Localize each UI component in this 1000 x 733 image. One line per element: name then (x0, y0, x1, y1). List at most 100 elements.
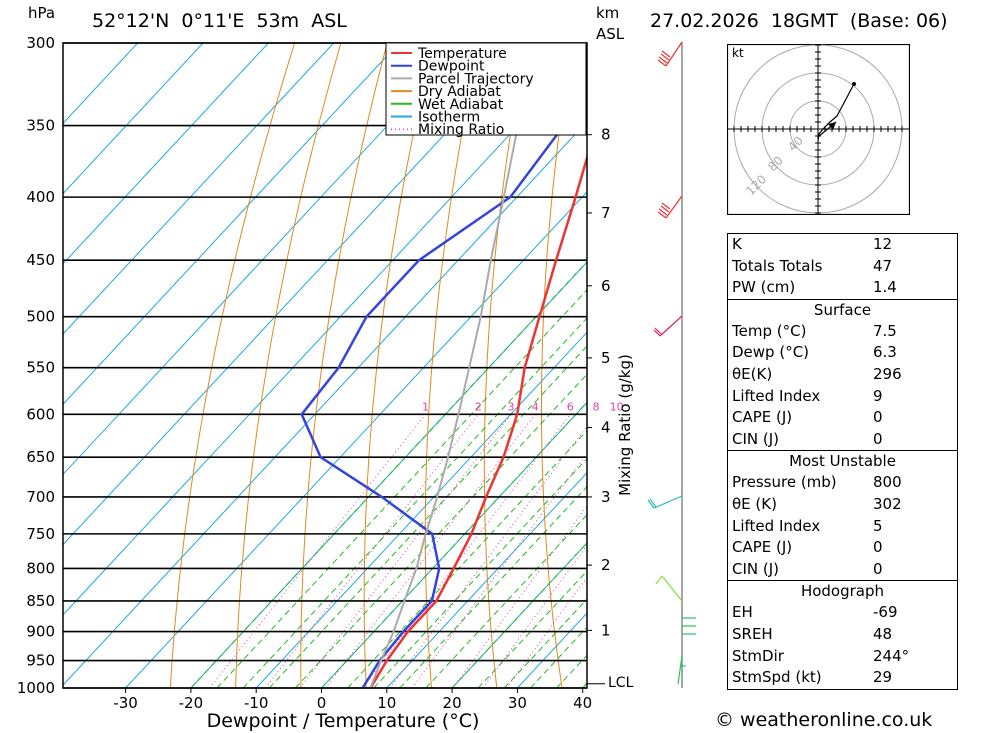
mixing-ratio-label: 3 (508, 400, 515, 413)
index-value: 800 (873, 473, 902, 492)
km-tick-label: 6 (601, 277, 611, 295)
index-value: 47 (873, 256, 893, 275)
index-value: 29 (873, 668, 893, 687)
wind-barb (653, 315, 683, 337)
wet-adiabat-line (295, 373, 587, 688)
index-key: PW (cm) (732, 278, 796, 297)
index-key: CIN (J) (732, 429, 780, 448)
index-value: 5 (873, 516, 883, 535)
mixing-ratio-line (362, 413, 571, 688)
isotherm-line (63, 50, 587, 616)
index-key: Temp (°C) (732, 321, 807, 340)
index-row: θE (K) 302 (728, 494, 957, 516)
index-key: SREH (732, 624, 773, 643)
y-tick-label: 1000 (17, 679, 55, 697)
wind-barb (677, 617, 696, 685)
mixing-ratio-label: 10 (610, 400, 624, 413)
index-key: θE(K) (732, 364, 773, 383)
index-key: K (732, 235, 742, 253)
x-axis-label: Dewpoint / Temperature (°C) (207, 710, 480, 732)
y-tick-label: 350 (26, 117, 55, 135)
index-value: 244° (873, 646, 910, 665)
dewpoint-profile (300, 71, 587, 688)
legend-label: Mixing Ratio (418, 122, 504, 138)
isotherm-line (451, 542, 587, 688)
hodograph-trace (817, 83, 855, 142)
index-row: PW (cm) 1.4 (728, 277, 957, 299)
wet-adiabat-line (425, 514, 587, 688)
index-key: EH (732, 603, 753, 622)
index-row: StmDir 244° (728, 646, 957, 668)
mixing-ratio-label: 1 (422, 400, 429, 413)
isotherm-line (63, 43, 400, 405)
km-tick-label: 1 (601, 621, 611, 639)
index-row: StmSpd (kt) 29 (728, 667, 957, 689)
index-key: Lifted Index (732, 386, 821, 405)
y-tick-label: 950 (26, 652, 55, 670)
y-tick-label: 550 (26, 359, 55, 377)
x-tick-label: -10 (244, 694, 269, 712)
wind-barb (655, 575, 683, 602)
y-tick-label: 400 (26, 188, 55, 206)
y-tick-label: 900 (26, 623, 55, 641)
hodograph-title: Hodograph (728, 580, 957, 602)
mixing-ratio-axis-label: Mixing Ratio (g/kg) (616, 354, 634, 496)
km-tick-label: 4 (601, 419, 611, 437)
header-location: 52°12'N 0°11'E 53m ASL (92, 10, 347, 32)
isotherm-line (63, 43, 335, 335)
index-key: StmSpd (kt) (732, 668, 822, 687)
y-tick-label: 650 (26, 448, 55, 466)
mixing-ratio-label: 4 (532, 400, 539, 413)
lcl-label: LCL (608, 675, 634, 691)
mixing-ratio-label: 6 (567, 400, 574, 413)
x-tick-label: 20 (443, 694, 462, 712)
x-tick-label: 40 (573, 694, 592, 712)
wet-adiabat-line (347, 429, 587, 688)
y-tick-label: 800 (26, 559, 55, 577)
index-row: θE(K) 296 (728, 364, 957, 386)
x-tick-label: 0 (317, 694, 327, 712)
index-value: 0 (873, 408, 883, 427)
km-tick-label: 2 (601, 556, 611, 574)
index-value: 0 (873, 538, 883, 557)
wet-adiabat-line (190, 260, 587, 688)
wet-adiabat-line (373, 457, 587, 688)
mixing-ratio-label: 2 (475, 400, 482, 413)
index-value: 0 (873, 429, 883, 448)
parcel-trajectory-profile (369, 43, 538, 688)
mixing-ratio-label: 8 (593, 400, 600, 413)
x-tick-label: -20 (179, 694, 204, 712)
index-key: Lifted Index (732, 516, 821, 535)
isotherm-line (63, 43, 465, 476)
x-tick-label: -30 (113, 694, 138, 712)
isotherm-line (125, 191, 587, 688)
index-row: Totals Totals 47 (728, 256, 957, 278)
x-tick-label: 30 (508, 694, 527, 712)
mixing-ratio-line (265, 413, 479, 688)
index-value: 0 (873, 559, 883, 578)
isotherm-line (190, 261, 587, 688)
index-row: Pressure (mb) 800 (728, 472, 957, 494)
index-value: 296 (873, 364, 902, 383)
indices-table: K 12 Totals Totals 47 PW (cm) 1.4 Surface Tem… (727, 233, 958, 690)
wind-barbs (647, 41, 696, 688)
hodograph-end-point (852, 82, 856, 86)
dry-adiabat-line (235, 43, 342, 688)
index-key: CIN (J) (732, 559, 780, 578)
hodograph: kt 40 80 120 (727, 44, 910, 215)
index-value: 6.3 (873, 343, 897, 362)
copyright: © weatheronline.co.uk (715, 709, 933, 731)
wet-adiabat-line (503, 598, 587, 688)
index-key: CAPE (J) (732, 538, 793, 557)
index-row: Dewp (°C) 6.3 (728, 342, 957, 364)
wind-barb (657, 195, 683, 219)
index-value: -69 (873, 603, 898, 622)
mixing-ratio-line (299, 413, 512, 688)
km-tick-label: 5 (601, 349, 611, 367)
header-km: km (596, 4, 620, 22)
legend-label: Isotherm (418, 110, 480, 126)
isotherm-line (321, 401, 587, 688)
index-key: CAPE (J) (732, 408, 793, 427)
index-value: 7.5 (873, 321, 897, 340)
